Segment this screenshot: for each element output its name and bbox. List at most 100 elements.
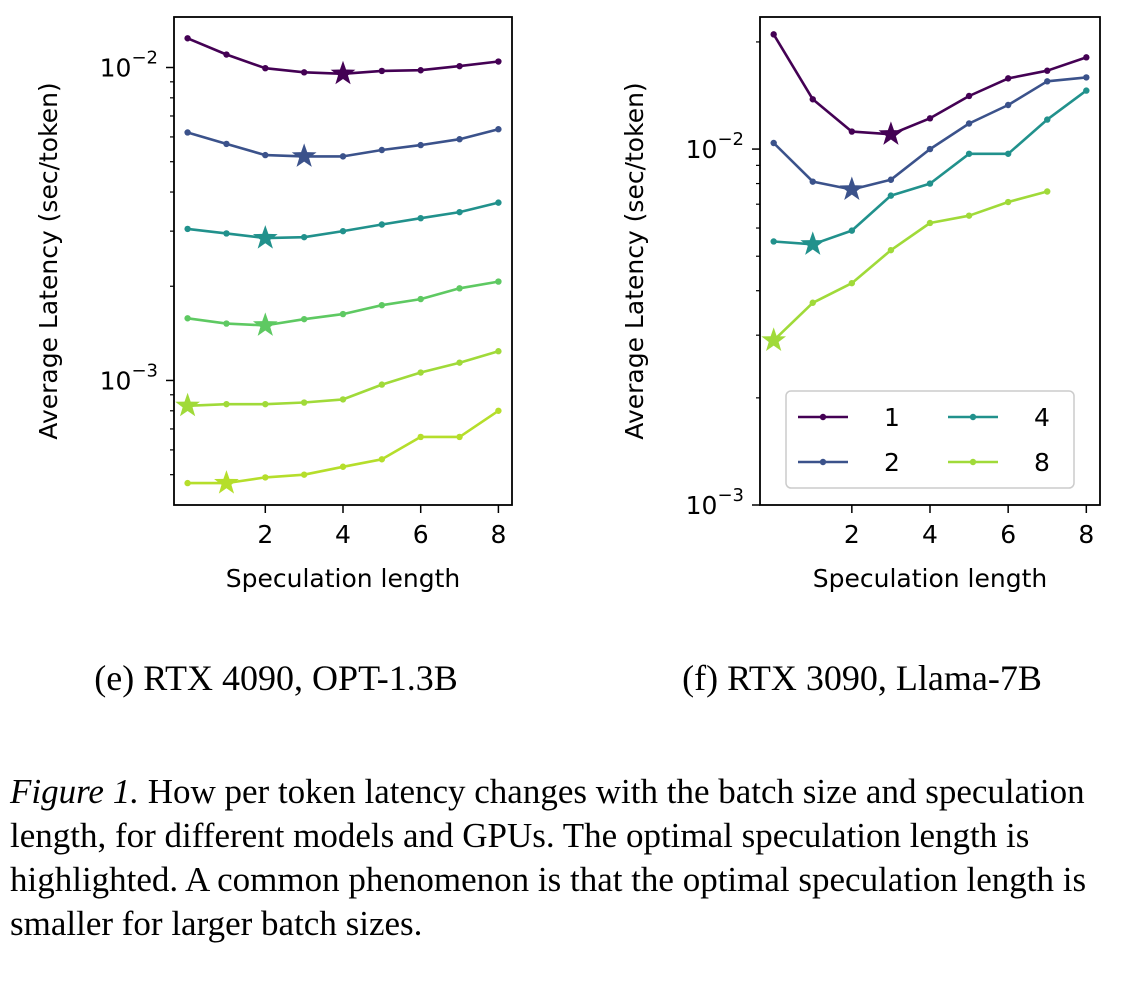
data-point [848,227,856,234]
data-point [1044,116,1051,123]
subfigure-caption: (e) RTX 4090, OPT-1.3B [94,658,458,698]
x-tick-label: 8 [490,520,506,549]
series-line [772,76,1087,191]
data-point [262,400,269,408]
data-point [495,407,502,414]
data-point [223,400,230,408]
chart-panel-2: 10−3 10−2 2 4 6 8 Speculation length Average La… [620,16,1101,698]
data-point [456,62,463,70]
data-point [495,278,502,285]
series-2 [770,74,1090,200]
data-point [1004,101,1012,109]
data-point [809,96,816,103]
series-3 [184,199,502,249]
optimal-star-marker [800,231,826,255]
data-point [262,474,269,481]
data-point [1004,75,1012,82]
optimal-star-marker [839,176,865,200]
data-point [339,396,347,403]
data-point [223,51,230,58]
legend-label: 8 [1034,448,1050,477]
series-1 [184,35,502,85]
series-2 [184,126,502,167]
data-point [1044,188,1051,195]
data-point [887,176,895,183]
data-point [965,92,973,100]
legend-box [785,390,1075,489]
data-point [184,479,191,487]
y-tick-label: 10−2 [100,48,158,83]
data-point [456,359,463,366]
data-point [417,141,424,149]
data-point [965,120,973,127]
subfigure-caption: (f) RTX 3090, Llama-7B [682,658,1042,698]
data-point [1083,54,1090,61]
data-point [378,67,386,75]
legend-label: 2 [884,448,900,477]
optimal-star-marker [252,312,278,336]
data-point [184,35,191,42]
data-point [300,69,308,76]
y-tick-label: 10−2 [686,129,744,164]
x-tick-label: 8 [1078,520,1094,549]
data-point [1044,78,1051,85]
legend-marker [819,413,827,421]
optimal-star-marker [291,143,317,167]
data-point [1004,198,1012,206]
x-tick-label: 6 [413,520,429,549]
data-point [339,153,347,160]
data-point [378,456,386,463]
optimal-star-marker [878,121,904,145]
data-point [495,126,502,133]
optimal-star-marker [330,60,356,85]
data-point [184,129,191,136]
data-point [495,199,502,206]
data-point [926,145,934,153]
data-point [417,433,424,441]
optimal-star-marker [252,225,278,249]
data-point [417,369,424,376]
optimal-star-marker [175,392,200,417]
data-point [1004,150,1012,157]
x-tick-label: 4 [922,520,938,549]
data-point [300,399,308,406]
legend-marker [969,413,977,421]
data-point [1083,74,1090,81]
legend: 1 2 4 8 [785,390,1075,489]
data-point [809,299,816,306]
x-tick-label: 2 [257,520,273,549]
series-3 [770,87,1090,255]
series-line [187,127,499,158]
data-point [223,320,230,327]
data-point [770,31,777,38]
plot-frame [759,16,1101,506]
data-point [848,279,856,287]
series-5 [175,348,502,417]
legend-label: 1 [884,403,900,432]
data-point [770,238,777,245]
x-axis-label: Speculation length [813,564,1048,593]
y-tick-label: 10−3 [686,485,744,520]
data-point [339,227,347,235]
data-point [495,58,502,65]
legend-marker [969,458,977,466]
caption-text: How per token latency changes with the b… [10,772,1087,943]
data-point [456,136,463,143]
data-point [887,246,895,254]
data-point [262,64,269,72]
data-point [456,208,463,216]
series-6 [184,407,502,494]
data-point [1083,87,1090,94]
figure-caption: Figure 1. How per token latency changes … [10,770,1135,946]
data-point [223,230,230,237]
data-point [378,221,386,228]
caption-label: Figure 1. [10,772,139,811]
data-point [378,146,386,154]
data-point [965,150,973,157]
x-tick-label: 2 [844,520,860,549]
y-axis-label: Average Latency (sec/token) [620,82,649,439]
data-point [887,192,895,199]
data-point [965,212,973,219]
data-point [262,151,269,159]
y-axis-label: Average Latency (sec/token) [34,82,63,439]
